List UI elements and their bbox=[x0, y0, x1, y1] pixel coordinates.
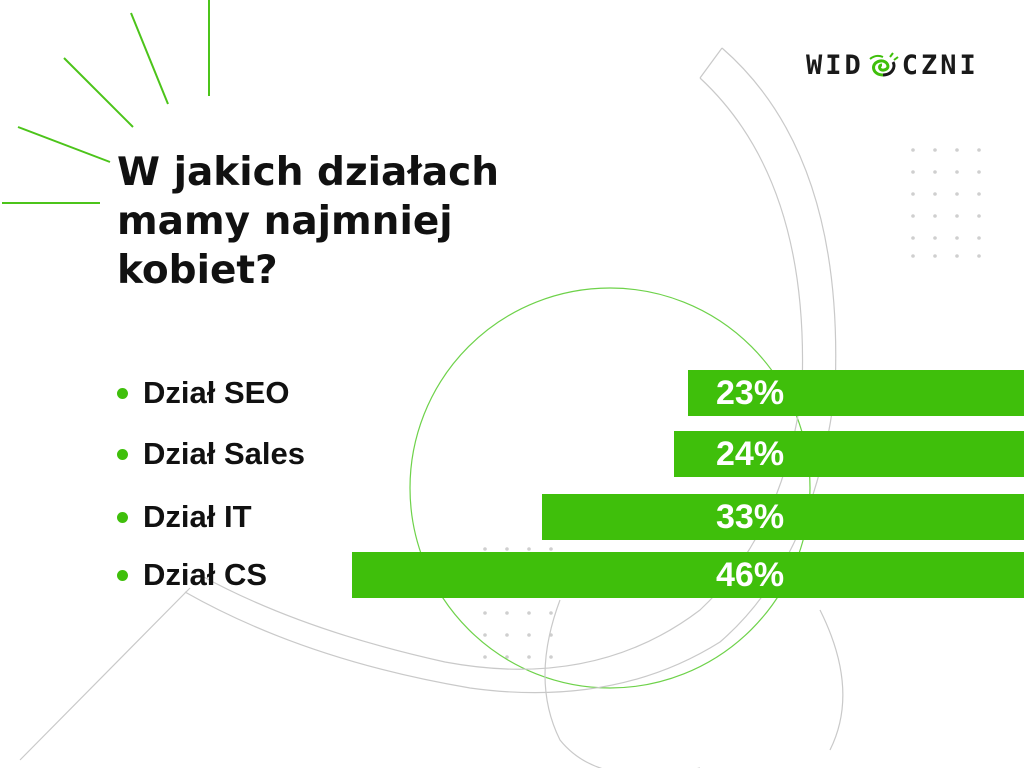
gray-bottom-loop bbox=[544, 599, 844, 768]
bar-value-label: 33% bbox=[716, 498, 785, 536]
bar bbox=[352, 552, 1024, 598]
bar-value-label: 23% bbox=[716, 374, 785, 412]
category-label-text: Dział Sales bbox=[143, 436, 305, 471]
category-label-text: Dział CS bbox=[143, 557, 268, 592]
title-line: W jakich działach bbox=[117, 150, 500, 195]
category-label-text: Dział SEO bbox=[143, 375, 290, 410]
bullet-dot-icon bbox=[117, 448, 128, 460]
dot-grid-top-right bbox=[911, 148, 981, 258]
bar-value-label: 24% bbox=[716, 435, 785, 473]
category-label: Dział CS bbox=[117, 555, 267, 595]
bar bbox=[542, 494, 1024, 540]
green-arc-circle bbox=[409, 287, 811, 689]
brand-logo: WID CZNI bbox=[806, 49, 979, 81]
dot-grid-bottom bbox=[483, 547, 553, 659]
gray-diagonal-line bbox=[19, 587, 191, 761]
category-label: Dział IT bbox=[117, 497, 252, 537]
category-label-text: Dział IT bbox=[143, 499, 252, 534]
gray-diagonal-line-2 bbox=[699, 47, 723, 79]
eye-swirl-icon bbox=[869, 52, 899, 77]
title-line: kobiet? bbox=[117, 248, 278, 293]
category-label: Dział SEO bbox=[117, 373, 289, 413]
logo-text-left: WID bbox=[806, 49, 864, 81]
category-label: Dział Sales bbox=[117, 434, 305, 474]
gray-arc-outer bbox=[184, 47, 837, 694]
bullet-dot-icon bbox=[117, 569, 128, 581]
page-title: W jakich działach mamy najmniej kobiet? bbox=[117, 148, 547, 295]
gray-arc-inner bbox=[199, 77, 804, 670]
logo-text-right: CZNI bbox=[901, 49, 979, 81]
bar-value-label: 46% bbox=[716, 556, 785, 594]
green-accent-lines bbox=[2, 0, 210, 204]
bar bbox=[688, 370, 1024, 416]
bullet-dot-icon bbox=[117, 387, 128, 399]
bar bbox=[673, 431, 1024, 477]
title-line: mamy najmniej bbox=[117, 199, 453, 244]
bullet-dot-icon bbox=[117, 511, 128, 523]
